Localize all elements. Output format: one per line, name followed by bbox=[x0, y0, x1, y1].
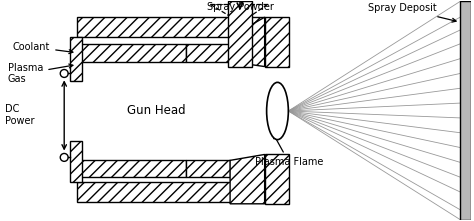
Text: Plasma Flame: Plasma Flame bbox=[255, 134, 323, 167]
Circle shape bbox=[60, 70, 68, 77]
Bar bbox=[77, 44, 186, 62]
Bar bbox=[77, 17, 264, 37]
Bar bbox=[70, 37, 82, 81]
Polygon shape bbox=[230, 17, 264, 67]
Text: DC
Power: DC Power bbox=[5, 104, 35, 126]
Text: Spray Deposit: Spray Deposit bbox=[368, 3, 456, 22]
Polygon shape bbox=[186, 160, 230, 177]
Bar bbox=[264, 17, 289, 67]
Bar bbox=[228, 1, 252, 67]
Circle shape bbox=[60, 153, 68, 161]
Polygon shape bbox=[230, 154, 264, 204]
Bar bbox=[264, 154, 289, 204]
Bar bbox=[70, 141, 82, 182]
Bar bbox=[460, 1, 471, 220]
Text: Plasma
Gas: Plasma Gas bbox=[8, 63, 73, 84]
Bar bbox=[77, 182, 264, 202]
Text: Spray Powder: Spray Powder bbox=[207, 2, 273, 12]
Text: Gun Head: Gun Head bbox=[127, 105, 185, 118]
Polygon shape bbox=[186, 44, 230, 62]
Bar bbox=[77, 160, 186, 177]
Text: Coolant: Coolant bbox=[13, 42, 73, 54]
Ellipse shape bbox=[266, 82, 288, 140]
